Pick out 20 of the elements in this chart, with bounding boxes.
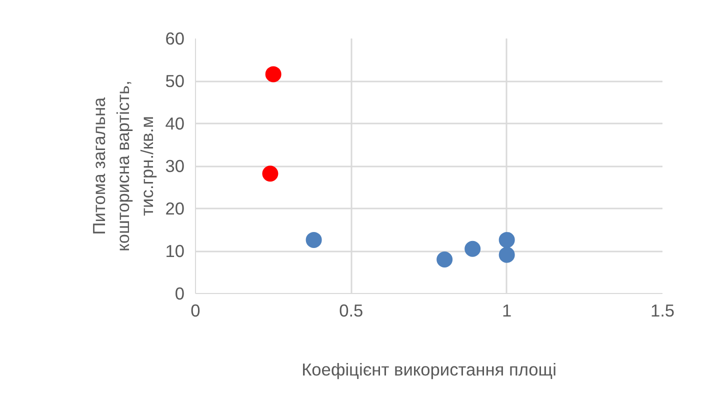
y-tick-label: 40	[165, 114, 185, 134]
point	[306, 232, 322, 248]
point	[498, 232, 515, 248]
point	[436, 252, 453, 268]
y-tick-label: 0	[174, 284, 185, 304]
point	[265, 66, 282, 82]
y-axis-title: Питома загальна кошторисна вартість, тис.грн./кв.м	[89, 80, 158, 252]
point	[498, 246, 515, 263]
x-tick-label: 0.5	[339, 300, 364, 320]
point	[464, 240, 481, 257]
y-tick-label: 30	[165, 156, 185, 176]
x-axis-title: Коефіцієнт використання площі	[302, 360, 556, 380]
y-tick-label: 10	[165, 241, 185, 261]
point	[262, 166, 278, 182]
x-tick-label: 0	[190, 300, 200, 320]
y-tick-label: 60	[165, 28, 185, 48]
y-tick-label: 20	[165, 198, 185, 218]
y-tick-label: 50	[165, 71, 185, 91]
x-tick-label: 1	[502, 300, 512, 320]
x-tick-label: 1.5	[650, 300, 675, 320]
